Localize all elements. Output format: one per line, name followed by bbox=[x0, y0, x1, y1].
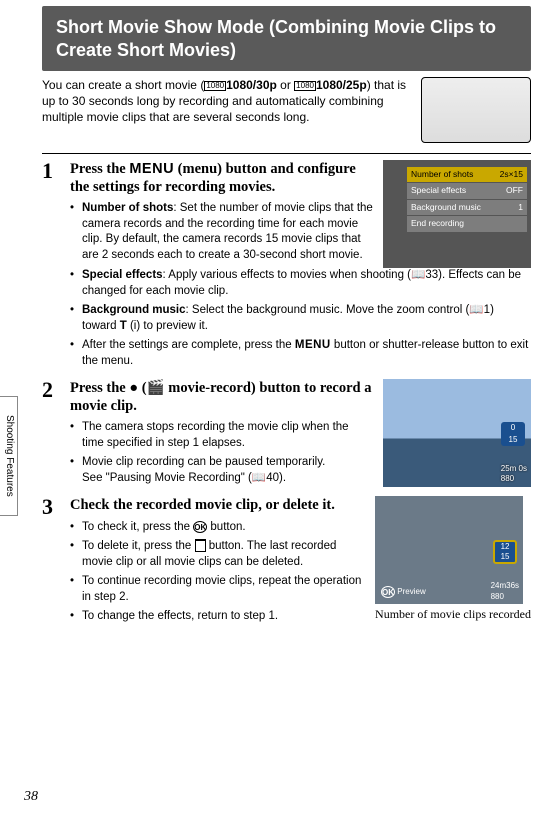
step-1-number: 1 bbox=[42, 160, 62, 373]
step-1-heading-a: Press the bbox=[70, 161, 129, 177]
step-3-bullet-3: To continue recording movie clips, repea… bbox=[70, 574, 365, 605]
preview-screenshot: 12 15 OK Preview 24m36s 880 bbox=[375, 496, 523, 604]
page-ref-icon: 📖 bbox=[411, 269, 425, 281]
s3b2a: To delete it, press the bbox=[82, 540, 195, 552]
bgm-a: : Select the background music. Move the … bbox=[186, 304, 470, 316]
s2b2c: ). bbox=[279, 472, 286, 484]
zoom-t: T bbox=[120, 320, 127, 332]
s1b4a: After the settings are complete, press t… bbox=[82, 339, 295, 351]
counter-bot: 15 bbox=[501, 434, 525, 446]
recording-screenshot: 0 15 25m 0s 880 bbox=[383, 379, 531, 487]
step-2-bullet-1: The camera stops recording the movie cli… bbox=[70, 420, 373, 451]
page-ref-icon: 📖 bbox=[252, 472, 266, 484]
step-1-bullet-1: Number of shots: Set the number of movie… bbox=[70, 201, 373, 263]
menu-settings-screenshot: Number of shots2s×15 Special effectsOFF … bbox=[383, 160, 531, 268]
s3b1b: button. bbox=[207, 521, 245, 533]
remain-shots: 880 bbox=[501, 474, 514, 483]
counter-bot-2: 15 bbox=[495, 552, 515, 562]
step-1-bullet-4: After the settings are complete, press t… bbox=[70, 338, 531, 369]
format-icon-1080-30: 1080 bbox=[204, 81, 226, 91]
step-3-bullet-2: To delete it, press the button. The last… bbox=[70, 539, 365, 570]
special-effects-label: Special effects bbox=[82, 269, 163, 281]
intro-pre: You can create a short movie ( bbox=[42, 78, 204, 92]
s2hb: ( bbox=[138, 380, 146, 396]
screen-footer-2: 24m36s 880 bbox=[491, 581, 519, 603]
step-1-bullet-2: Special effects: Apply various effects t… bbox=[70, 268, 531, 299]
step-3-bullet-4: To change the effects, return to step 1. bbox=[70, 609, 365, 625]
divider bbox=[42, 153, 531, 154]
page-ref-icon: 📖 bbox=[469, 304, 483, 316]
step-2-bullet-2: Movie clip recording can be paused tempo… bbox=[70, 455, 373, 486]
step-1-heading: Press the MENU (menu) button and configu… bbox=[70, 160, 373, 196]
counter-top-2: 12 bbox=[495, 542, 515, 552]
menu-keyword: MENU bbox=[129, 161, 174, 177]
step-1-bullet-3: Background music: Select the background … bbox=[70, 303, 531, 334]
se-ref: 33 bbox=[425, 269, 438, 281]
step-3-heading: Check the recorded movie clip, or delete… bbox=[70, 496, 365, 514]
bgm-c: ( bbox=[127, 320, 134, 332]
side-tab-shooting-features: Shooting Features bbox=[0, 396, 18, 516]
remain-time-2: 24m36s bbox=[491, 581, 519, 590]
s2b2a: Movie clip recording can be paused tempo… bbox=[82, 456, 325, 468]
step-2-heading: Press the ● (🎬 movie-record) button to r… bbox=[70, 379, 373, 415]
bgm-d: ) to preview it. bbox=[136, 320, 208, 332]
bg-music-label: Background music bbox=[82, 304, 186, 316]
s3b1a: To check it, press the bbox=[82, 521, 193, 533]
menu-row-background-music: Background music1 bbox=[407, 200, 527, 215]
format-icon-1080-25: 1080 bbox=[294, 81, 316, 91]
s2b2ref: 40 bbox=[266, 472, 279, 484]
step-3-bullet-1: To check it, press the OK button. bbox=[70, 520, 365, 536]
movie-record-icon: 🎬 bbox=[147, 380, 165, 396]
clip-counter-badge: 0 15 bbox=[501, 422, 525, 446]
remain-shots-2: 880 bbox=[491, 592, 504, 601]
menu-keyword-2: MENU bbox=[295, 339, 331, 351]
menu-row-number-of-shots: Number of shots2s×15 bbox=[407, 167, 527, 182]
clip-counter-badge-2: 12 15 bbox=[493, 540, 517, 564]
s2b2b: See "Pausing Movie Recording" ( bbox=[82, 472, 252, 484]
se-a: : Apply various effects to movies when s… bbox=[163, 269, 411, 281]
trash-icon bbox=[195, 540, 206, 552]
record-dot-icon: ● bbox=[129, 380, 138, 396]
ok-button-icon: OK bbox=[193, 521, 207, 533]
camera-top-illustration bbox=[421, 77, 531, 143]
menu-row-end-recording: End recording bbox=[407, 216, 527, 231]
s2ha: Press the bbox=[70, 380, 129, 396]
clips-recorded-caption: Number of movie clips recorded bbox=[375, 606, 531, 622]
step-2-number: 2 bbox=[42, 379, 62, 490]
intro-paragraph: You can create a short movie (10801080/3… bbox=[42, 77, 411, 143]
format-1: 1080/30p bbox=[226, 78, 277, 92]
format-2: 1080/25p bbox=[316, 78, 367, 92]
screen-footer: 25m 0s 880 bbox=[501, 464, 527, 486]
counter-top: 0 bbox=[501, 422, 525, 434]
menu-row-special-effects: Special effectsOFF bbox=[407, 183, 527, 198]
intro-mid: or bbox=[277, 78, 294, 92]
step-3-number: 3 bbox=[42, 496, 62, 628]
page-number: 38 bbox=[24, 788, 38, 807]
num-shots-label: Number of shots bbox=[82, 202, 173, 214]
remain-time: 25m 0s bbox=[501, 464, 527, 473]
preview-label: OK Preview bbox=[381, 586, 426, 598]
section-title: Short Movie Show Mode (Combining Movie C… bbox=[42, 6, 531, 71]
